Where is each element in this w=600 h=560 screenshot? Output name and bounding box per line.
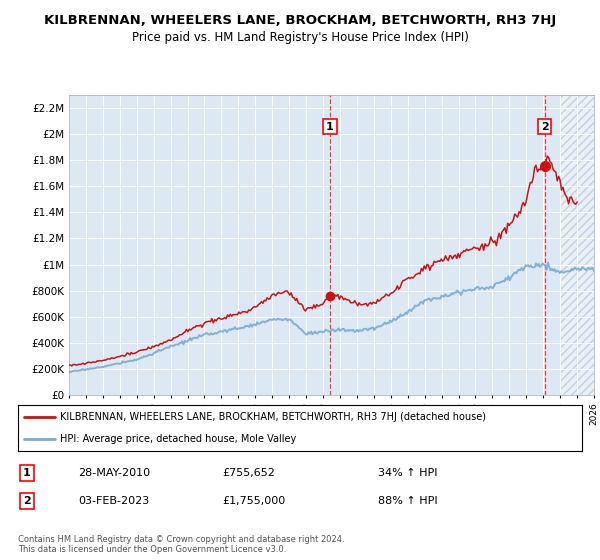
Text: £1,755,000: £1,755,000	[222, 496, 285, 506]
Text: 1: 1	[23, 468, 31, 478]
Bar	[560, 95, 594, 395]
Bar	[560, 95, 594, 395]
Text: KILBRENNAN, WHEELERS LANE, BROCKHAM, BETCHWORTH, RH3 7HJ (detached house): KILBRENNAN, WHEELERS LANE, BROCKHAM, BET…	[60, 412, 487, 422]
Text: Contains HM Land Registry data © Crown copyright and database right 2024.
This d: Contains HM Land Registry data © Crown c…	[18, 535, 344, 554]
Text: 88% ↑ HPI: 88% ↑ HPI	[378, 496, 437, 506]
Text: 34% ↑ HPI: 34% ↑ HPI	[378, 468, 437, 478]
Text: 28-MAY-2010: 28-MAY-2010	[78, 468, 150, 478]
Text: 2: 2	[23, 496, 31, 506]
Text: HPI: Average price, detached house, Mole Valley: HPI: Average price, detached house, Mole…	[60, 434, 296, 444]
Text: KILBRENNAN, WHEELERS LANE, BROCKHAM, BETCHWORTH, RH3 7HJ: KILBRENNAN, WHEELERS LANE, BROCKHAM, BET…	[44, 14, 556, 27]
Text: 2: 2	[541, 122, 548, 132]
Text: 03-FEB-2023: 03-FEB-2023	[78, 496, 149, 506]
Text: 1: 1	[326, 122, 334, 132]
Text: £755,652: £755,652	[222, 468, 275, 478]
Text: Price paid vs. HM Land Registry's House Price Index (HPI): Price paid vs. HM Land Registry's House …	[131, 31, 469, 44]
